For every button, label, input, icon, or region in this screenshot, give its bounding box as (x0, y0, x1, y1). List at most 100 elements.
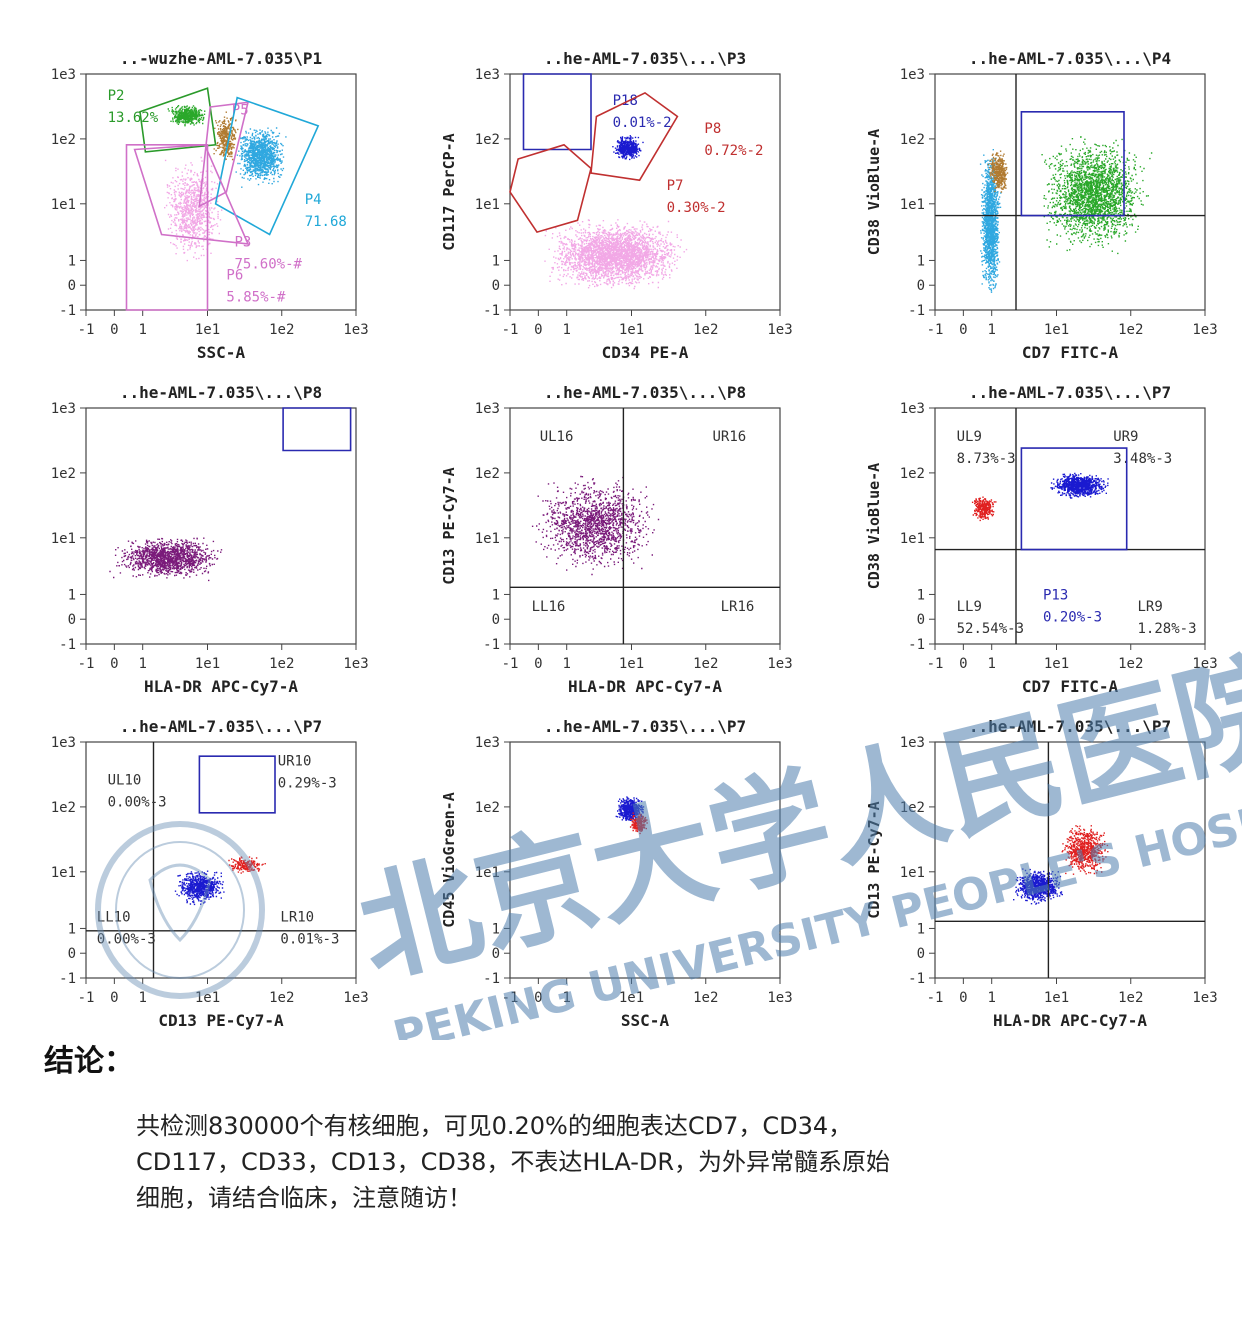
series-dots (164, 156, 223, 262)
x-tick-label: 1 (987, 990, 995, 1006)
x-tick-label: 1e2 (693, 656, 718, 672)
quadrant-label-ul10: UL10 (108, 772, 142, 788)
x-tick-label: 1e3 (1192, 656, 1217, 672)
gate-label-p13: P13 (1043, 587, 1068, 603)
plot-frame (934, 73, 1206, 311)
event-dots (615, 796, 648, 835)
x-tick-label: 1e2 (1118, 322, 1143, 338)
gate-p8[interactable] (590, 91, 679, 182)
gate-label-p7: P7 (667, 178, 684, 194)
y-tick-label: 1 (917, 587, 925, 603)
x-tick-label: -1 (502, 656, 519, 672)
plot-title: ..he-AML-7.035\...\P7 (969, 383, 1171, 402)
series-dots (213, 111, 239, 161)
x-tick-label: 1 (138, 656, 146, 672)
plot-frame (509, 407, 781, 645)
y-tick-label: 0 (492, 612, 500, 628)
series-dots (971, 496, 997, 522)
flow-plot-2: ..he-AML-7.035\...\P3 -1 0 1 1e1 1e2 1e3 -1 0 1 1e… (440, 49, 793, 362)
gate-label-p3: P3 (235, 234, 252, 250)
x-tick-label: 1 (562, 322, 570, 338)
gate-p3[interactable] (133, 143, 250, 245)
flow-plot-5: ..he-AML-7.035\...\P8 -1 0 1 1e1 1e2 1e3 -1 0 1 1e… (440, 383, 793, 696)
x-tick-label: 0 (110, 656, 118, 672)
y-tick-label: -1 (483, 971, 500, 987)
y-tick-label: 0 (68, 946, 76, 962)
y-axis-label: CD38 VioBlue-A (865, 129, 883, 255)
plot-title: ..-wuzhe-AML-7.035\P1 (120, 49, 322, 68)
quadrant-label-lr10: 0.01%-3 (280, 931, 339, 947)
gate-p2[interactable] (139, 87, 217, 153)
gate-p7[interactable] (509, 143, 592, 234)
y-tick-label: -1 (908, 971, 925, 987)
quadrant-label-ul9: UL9 (957, 429, 982, 445)
quadrant-label-ur9: UR9 (1113, 429, 1138, 445)
gate-region[interactable] (198, 755, 276, 814)
conclusion-line-3: 细胞，请结合临床，注意随访！ (136, 1184, 472, 1212)
y-tick-label: 1e3 (475, 735, 500, 751)
x-tick-label: -1 (927, 656, 944, 672)
y-tick-label: 1e3 (51, 401, 76, 417)
y-tick-label: 1e2 (475, 466, 500, 482)
gate-label-p3: 75.60%-# (235, 256, 303, 272)
x-tick-label: 1e2 (269, 656, 294, 672)
plot-title: ..he-AML-7.035\...\P3 (544, 49, 746, 68)
x-tick-label: 1e1 (195, 990, 220, 1006)
series-dots (1013, 868, 1063, 905)
y-axis-label: CD38 VioBlue-A (865, 463, 883, 589)
x-tick-label: 1e1 (619, 990, 644, 1006)
y-tick-label: 0 (917, 612, 925, 628)
x-tick-label: 1e2 (1118, 990, 1143, 1006)
y-tick-label: 1 (917, 921, 925, 937)
quadrant-label-lr16: LR16 (721, 599, 755, 615)
series-dots (109, 537, 223, 582)
series-dots (235, 127, 287, 188)
gate-label-p13: 0.20%-3 (1043, 609, 1102, 625)
x-tick-label: 1e2 (693, 322, 718, 338)
gate-p4[interactable] (214, 96, 320, 236)
y-tick-label: 1 (492, 921, 500, 937)
quadrant-label-ll10: 0.00%-3 (97, 931, 156, 947)
y-tick-label: 1e3 (900, 67, 925, 83)
y-tick-label: -1 (908, 637, 925, 653)
quadrant-label-ur10: 0.29%-3 (278, 776, 337, 792)
conclusion-body: 共检测830000个有核细胞，可见0.20%的细胞表达CD7，CD34， CD1… (136, 1108, 1036, 1216)
x-tick-label: 1e2 (269, 990, 294, 1006)
gate-region[interactable] (1020, 111, 1125, 217)
series-dots (174, 870, 225, 906)
gate-p13[interactable] (1020, 447, 1128, 551)
x-tick-label: 1 (562, 990, 570, 1006)
plot-title: ..he-AML-7.035\...\P4 (969, 49, 1171, 68)
series-dots (629, 812, 648, 835)
plot-frame (934, 741, 1206, 979)
x-tick-label: 0 (534, 656, 542, 672)
x-tick-label: 1e3 (1192, 990, 1217, 1006)
x-tick-label: 1e3 (767, 990, 792, 1006)
flow-plot-8: ..he-AML-7.035\...\P7 -1 0 1 1e1 1e2 1e3 -1 0 1 1e… (440, 717, 793, 1030)
y-tick-label: 1e1 (900, 197, 925, 213)
y-tick-label: 0 (68, 278, 76, 294)
y-tick-label: -1 (59, 971, 76, 987)
y-tick-label: 1e3 (475, 401, 500, 417)
x-axis-label: HLA-DR APC-Cy7-A (993, 1011, 1147, 1030)
y-tick-label: 1e3 (475, 67, 500, 83)
x-tick-label: -1 (78, 656, 95, 672)
x-tick-label: 1e2 (1118, 656, 1143, 672)
quadrant-label-ul9: 8.73%-3 (957, 451, 1016, 467)
quadrant-label-ur10: UR10 (278, 754, 312, 770)
gate-p18[interactable] (522, 73, 592, 151)
x-tick-label: 1e1 (1044, 990, 1069, 1006)
gate-p6[interactable] (125, 144, 209, 311)
y-tick-label: 1 (492, 587, 500, 603)
x-tick-label: -1 (78, 990, 95, 1006)
gate-region[interactable] (282, 407, 352, 452)
x-tick-label: 1 (987, 656, 995, 672)
y-tick-label: -1 (483, 303, 500, 319)
x-tick-label: 1e1 (1044, 322, 1069, 338)
y-tick-label: 1e1 (51, 865, 76, 881)
plot-frame (509, 741, 781, 979)
y-tick-label: 1e2 (900, 132, 925, 148)
quadrant-label-ur9: 3.48%-3 (1113, 451, 1172, 467)
x-tick-label: 0 (534, 322, 542, 338)
quadrant-label-ll9: LL9 (957, 599, 982, 615)
